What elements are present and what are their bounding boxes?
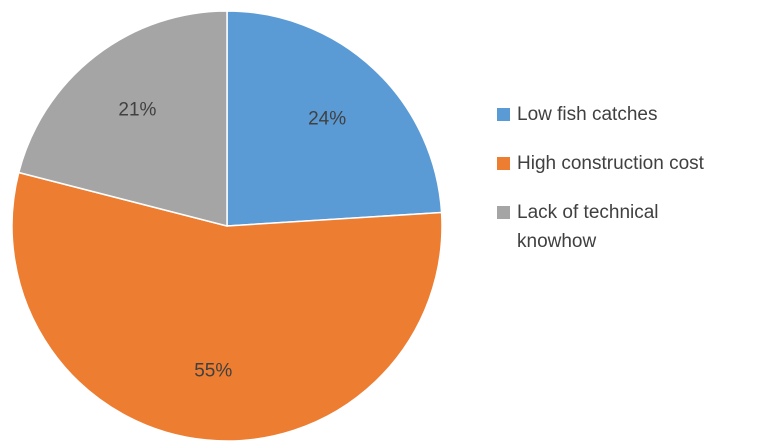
legend-label: Lack of technical knowhow <box>517 198 707 256</box>
data-label-lack-of-technical-knowhow: 21% <box>118 99 156 120</box>
data-label-low-fish-catches: 24% <box>308 108 346 129</box>
legend-label: High construction cost <box>517 149 757 178</box>
legend: Low fish catches High construction cost … <box>497 100 757 276</box>
legend-item-lack-of-technical-knowhow: Lack of technical knowhow <box>497 198 757 256</box>
legend-swatch-lack-of-technical-knowhow <box>497 206 510 219</box>
data-label-high-construction-cost: 55% <box>194 361 232 382</box>
legend-item-low-fish-catches: Low fish catches <box>497 100 757 129</box>
legend-swatch-high-construction-cost <box>497 157 510 170</box>
legend-swatch-low-fish-catches <box>497 108 510 121</box>
legend-item-high-construction-cost: High construction cost <box>497 149 757 178</box>
legend-label: Low fish catches <box>517 100 757 129</box>
